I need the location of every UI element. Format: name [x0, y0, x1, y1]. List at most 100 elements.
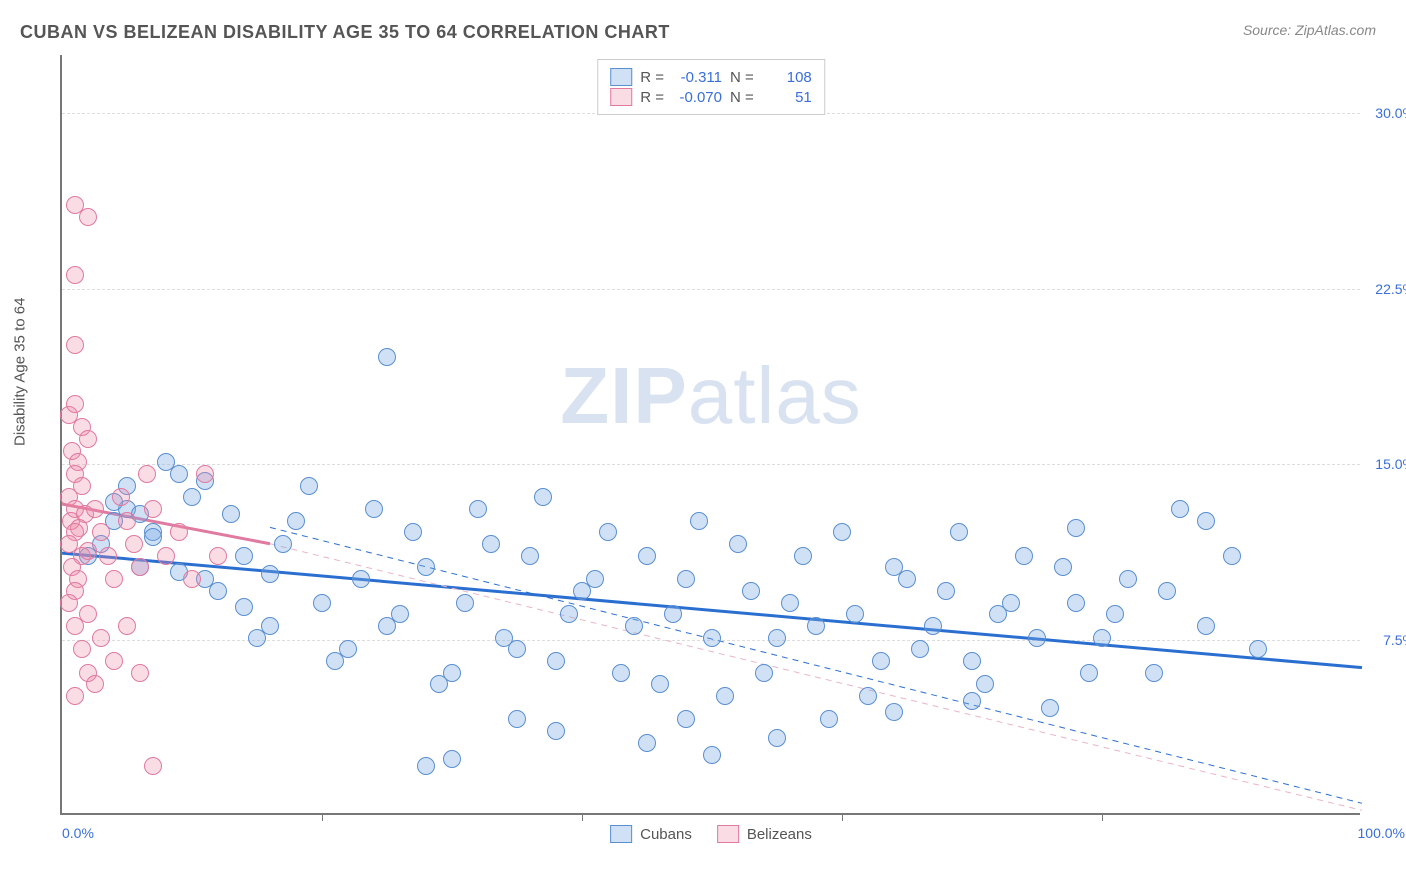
scatter-point-cubans	[274, 535, 292, 553]
scatter-point-cubans	[183, 488, 201, 506]
r-value-belizeans: -0.070	[672, 89, 722, 106]
legend-label-cubans: Cubans	[640, 826, 692, 843]
scatter-point-cubans	[235, 598, 253, 616]
scatter-point-cubans	[768, 729, 786, 747]
scatter-point-cubans	[755, 664, 773, 682]
scatter-point-cubans	[625, 617, 643, 635]
scatter-point-cubans	[937, 582, 955, 600]
scatter-point-cubans	[1015, 547, 1033, 565]
scatter-point-belizeans	[79, 542, 97, 560]
scatter-point-cubans	[1054, 558, 1072, 576]
xtick-label: 0.0%	[62, 825, 94, 841]
scatter-point-cubans	[365, 500, 383, 518]
scatter-point-cubans	[1067, 519, 1085, 537]
scatter-point-cubans	[144, 528, 162, 546]
r-label: R =	[640, 89, 664, 106]
scatter-point-cubans	[508, 640, 526, 658]
stats-row-belizeans: R = -0.070 N = 51	[610, 88, 812, 106]
scatter-point-belizeans	[144, 500, 162, 518]
scatter-point-cubans	[417, 757, 435, 775]
r-value-cubans: -0.311	[672, 69, 722, 86]
trendlines	[62, 55, 1360, 813]
scatter-point-cubans	[898, 570, 916, 588]
scatter-point-cubans	[1171, 500, 1189, 518]
scatter-point-cubans	[469, 500, 487, 518]
scatter-point-belizeans	[138, 465, 156, 483]
scatter-point-cubans	[482, 535, 500, 553]
scatter-point-belizeans	[60, 594, 78, 612]
swatch-blue	[610, 68, 632, 86]
scatter-point-belizeans	[131, 558, 149, 576]
scatter-point-belizeans	[144, 757, 162, 775]
xtick-mark	[322, 813, 323, 821]
scatter-point-belizeans	[92, 523, 110, 541]
scatter-point-cubans	[378, 348, 396, 366]
y-axis-label: Disability Age 35 to 64	[12, 298, 29, 446]
scatter-point-belizeans	[209, 547, 227, 565]
scatter-point-cubans	[1067, 594, 1085, 612]
scatter-point-cubans	[1028, 629, 1046, 647]
scatter-point-cubans	[1223, 547, 1241, 565]
scatter-point-cubans	[703, 746, 721, 764]
scatter-point-cubans	[963, 692, 981, 710]
ytick-label: 15.0%	[1365, 456, 1406, 472]
stats-row-cubans: R = -0.311 N = 108	[610, 68, 812, 86]
scatter-point-cubans	[820, 710, 838, 728]
xtick-mark	[842, 813, 843, 821]
n-label: N =	[730, 69, 754, 86]
scatter-point-belizeans	[86, 500, 104, 518]
scatter-point-cubans	[586, 570, 604, 588]
scatter-point-cubans	[1145, 664, 1163, 682]
scatter-point-cubans	[976, 675, 994, 693]
scatter-point-cubans	[547, 652, 565, 670]
scatter-point-belizeans	[196, 465, 214, 483]
scatter-point-belizeans	[118, 617, 136, 635]
legend-label-belizeans: Belizeans	[747, 826, 812, 843]
scatter-point-cubans	[859, 687, 877, 705]
scatter-point-cubans	[287, 512, 305, 530]
scatter-point-belizeans	[66, 266, 84, 284]
scatter-point-cubans	[222, 505, 240, 523]
scatter-point-belizeans	[66, 687, 84, 705]
legend-item-belizeans: Belizeans	[717, 825, 812, 843]
scatter-point-belizeans	[92, 629, 110, 647]
n-value-cubans: 108	[762, 69, 812, 86]
scatter-point-cubans	[313, 594, 331, 612]
scatter-point-cubans	[157, 453, 175, 471]
scatter-point-cubans	[846, 605, 864, 623]
scatter-point-cubans	[872, 652, 890, 670]
scatter-point-cubans	[664, 605, 682, 623]
scatter-point-cubans	[638, 547, 656, 565]
scatter-point-cubans	[1041, 699, 1059, 717]
scatter-point-cubans	[677, 710, 695, 728]
scatter-point-belizeans	[125, 535, 143, 553]
scatter-point-cubans	[911, 640, 929, 658]
scatter-point-cubans	[833, 523, 851, 541]
scatter-point-belizeans	[86, 675, 104, 693]
scatter-point-cubans	[950, 523, 968, 541]
ytick-label: 7.5%	[1365, 632, 1406, 648]
legend-item-cubans: Cubans	[610, 825, 692, 843]
source-label: Source: ZipAtlas.com	[1243, 22, 1376, 38]
scatter-point-cubans	[508, 710, 526, 728]
scatter-point-cubans	[794, 547, 812, 565]
scatter-point-belizeans	[170, 523, 188, 541]
scatter-point-cubans	[612, 664, 630, 682]
scatter-point-cubans	[599, 523, 617, 541]
scatter-point-cubans	[768, 629, 786, 647]
r-label: R =	[640, 69, 664, 86]
scatter-point-cubans	[404, 523, 422, 541]
scatter-point-cubans	[1093, 629, 1111, 647]
scatter-point-belizeans	[99, 547, 117, 565]
swatch-pink	[610, 88, 632, 106]
scatter-point-belizeans	[105, 652, 123, 670]
scatter-point-cubans	[1080, 664, 1098, 682]
scatter-point-cubans	[352, 570, 370, 588]
n-value-belizeans: 51	[762, 89, 812, 106]
trendline	[62, 553, 1362, 668]
ytick-label: 30.0%	[1365, 105, 1406, 121]
scatter-point-belizeans	[79, 430, 97, 448]
scatter-point-cubans	[1119, 570, 1137, 588]
scatter-point-cubans	[885, 703, 903, 721]
scatter-point-cubans	[209, 582, 227, 600]
